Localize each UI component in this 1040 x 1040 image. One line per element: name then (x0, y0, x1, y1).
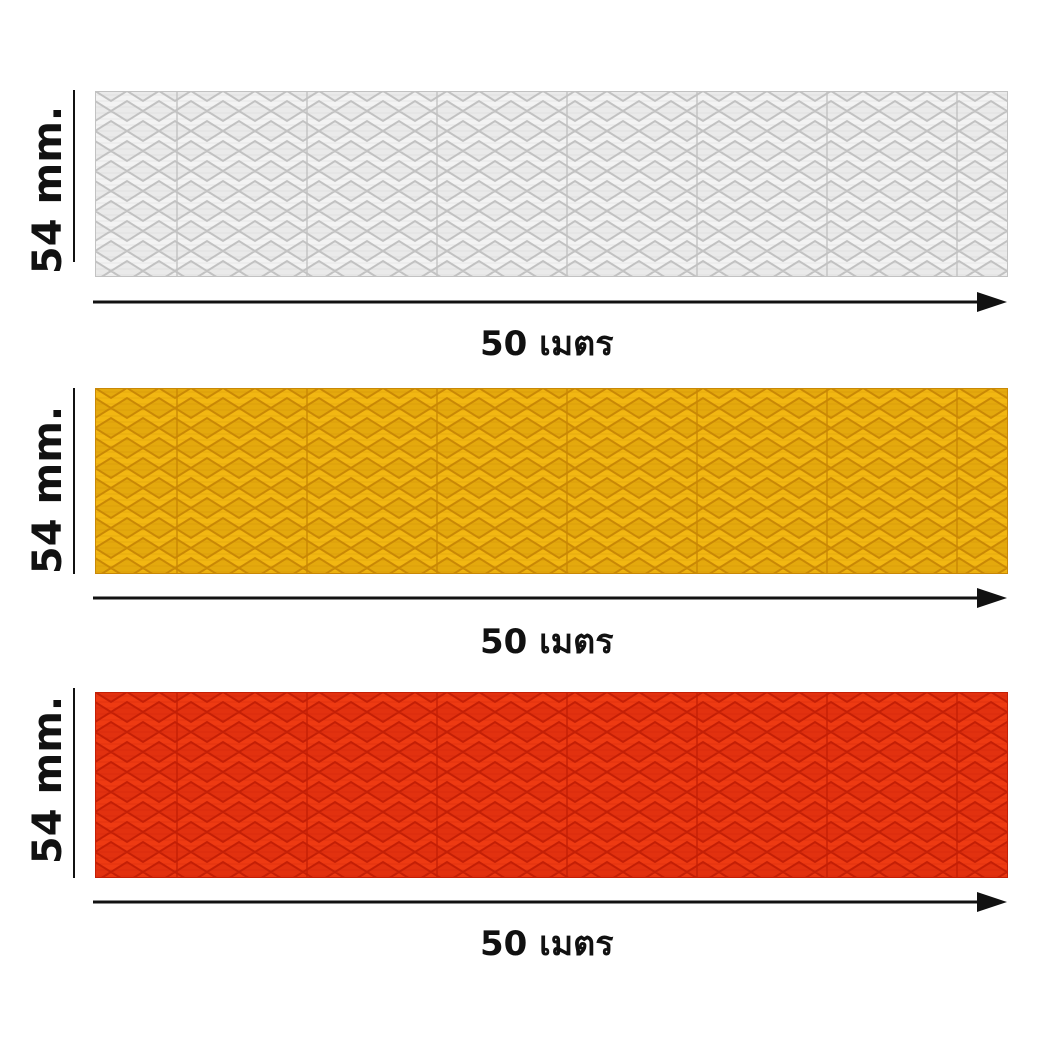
yellow-reflective-strip (95, 388, 1008, 574)
reflective-pattern (95, 388, 1008, 574)
length-arrow (93, 290, 1011, 314)
length-arrow (93, 890, 1011, 914)
length-label: 50 เมตร (480, 924, 614, 964)
red-reflective-strip (95, 692, 1008, 878)
reflective-pattern (95, 692, 1008, 878)
arrow-head-icon (977, 892, 1007, 912)
length-arrow (93, 586, 1011, 610)
height-dimension-line (73, 90, 75, 262)
arrow-head-icon (977, 292, 1007, 312)
height-dimension-line (73, 688, 75, 878)
yellow-strip-panel: 54 mm. 50 เมตร (0, 0, 1040, 662)
arrow-head-icon (977, 588, 1007, 608)
length-label: 50 เมตร (480, 622, 614, 662)
height-dimension-line (73, 388, 75, 574)
length-label: 50 เมตร (480, 324, 614, 364)
height-label: 54 mm. (25, 405, 71, 575)
height-label: 54 mm. (25, 695, 71, 865)
white-reflective-strip (95, 91, 1008, 277)
red-strip-panel: 54 mm. 50 เมตร (0, 0, 1040, 964)
white-strip-panel: 54 mm. 50 เมตร (0, 0, 1040, 364)
reflective-pattern (95, 91, 1008, 277)
